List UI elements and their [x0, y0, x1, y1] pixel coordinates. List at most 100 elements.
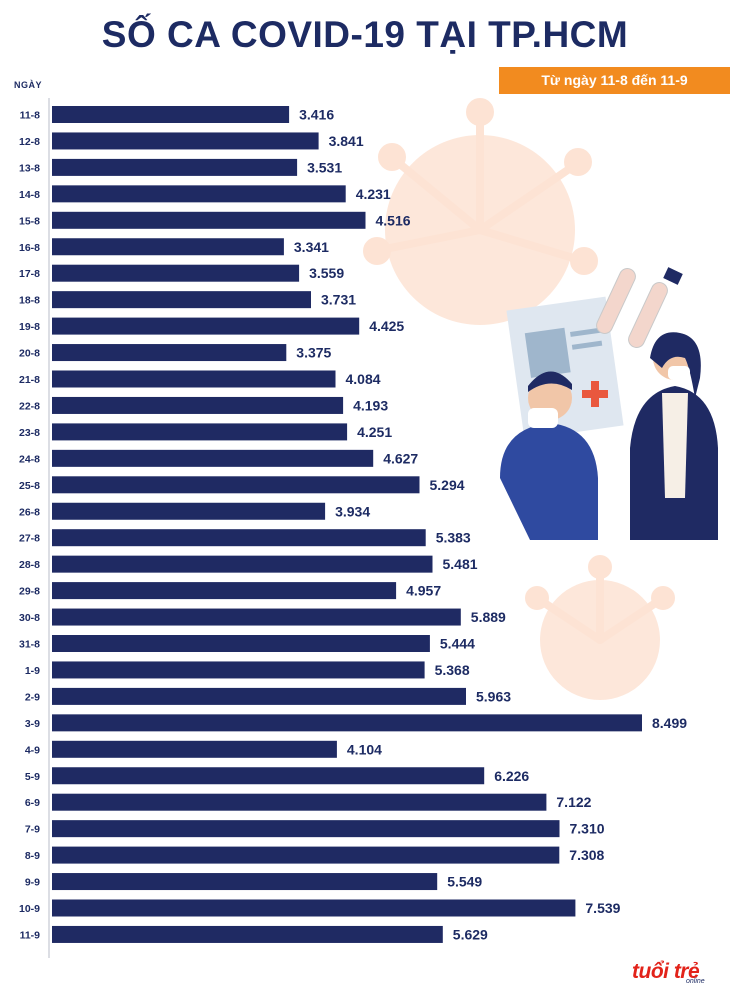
bar [52, 396, 344, 414]
value-label: 3.531 [307, 159, 342, 175]
tuoi-tre-logo: tuổi trẻ [632, 960, 700, 983]
category-label: 10-9 [19, 903, 40, 915]
category-label: 30-8 [19, 612, 40, 624]
tuoi-tre-logo-sub: online [686, 978, 705, 985]
bar [52, 264, 300, 282]
bar [52, 158, 298, 176]
value-label: 4.251 [357, 424, 392, 440]
value-label: 5.481 [443, 556, 478, 572]
value-label: 5.444 [440, 636, 475, 652]
value-label: 7.308 [569, 847, 604, 863]
bar [52, 820, 560, 838]
category-label: 9-9 [25, 877, 40, 889]
bar [52, 370, 336, 388]
value-label: 4.627 [383, 450, 418, 466]
value-label: 7.122 [556, 794, 591, 810]
category-label: 28-8 [19, 559, 40, 571]
category-label: 1-9 [25, 665, 40, 677]
bar [52, 185, 346, 203]
category-label: 19-8 [19, 321, 40, 333]
category-label: 16-8 [19, 242, 40, 254]
page-title: SỐ CA COVID-19 TẠI TP.HCM [101, 14, 629, 55]
category-label: 2-9 [25, 691, 40, 703]
bar [52, 767, 485, 785]
value-label: 3.934 [335, 503, 370, 519]
category-label: 11-8 [20, 110, 41, 122]
category-label: 18-8 [19, 295, 40, 307]
category-label: 5-9 [25, 771, 40, 783]
bar [52, 529, 426, 547]
category-label: 23-8 [19, 427, 40, 439]
value-label: 6.226 [494, 768, 529, 784]
bar [52, 502, 326, 520]
bar [52, 635, 430, 652]
value-label: 3.416 [299, 107, 334, 123]
category-label: 27-8 [19, 533, 40, 545]
bar [52, 423, 348, 441]
category-label: 15-8 [19, 215, 40, 227]
bar [52, 555, 433, 573]
category-label: 21-8 [19, 374, 40, 386]
bar [52, 740, 337, 758]
value-label: 5.549 [447, 874, 482, 890]
value-label: 5.368 [435, 662, 470, 678]
value-label: 7.310 [570, 821, 605, 837]
category-label: 3-9 [25, 718, 40, 730]
value-label: 8.499 [652, 715, 687, 731]
bar [52, 449, 374, 467]
value-label: 5.629 [453, 926, 488, 942]
category-label: 7-9 [25, 824, 40, 836]
value-label: 5.294 [430, 477, 465, 493]
value-label: 5.383 [436, 530, 471, 546]
people-coughing-illustration [500, 267, 718, 540]
bar [52, 899, 576, 917]
category-label: 31-8 [19, 639, 40, 651]
bar [52, 687, 466, 705]
category-label: 24-8 [19, 453, 40, 465]
value-label: 4.957 [406, 583, 441, 599]
category-label: 13-8 [19, 162, 40, 174]
value-label: 3.375 [296, 345, 331, 361]
category-label: 14-8 [19, 189, 40, 201]
value-label: 7.539 [585, 900, 620, 916]
bar [52, 661, 425, 679]
value-label: 4.084 [346, 371, 381, 387]
bar [52, 211, 366, 229]
bar [52, 582, 397, 600]
bar [52, 476, 420, 494]
value-label: 3.731 [321, 292, 356, 308]
category-label: 8-9 [25, 850, 40, 862]
y-axis-label: NGÀY [14, 80, 43, 90]
category-label: 4-9 [25, 744, 40, 756]
value-label: 4.104 [347, 741, 382, 757]
value-label: 3.341 [294, 239, 329, 255]
value-label: 4.231 [356, 186, 391, 202]
value-label: 3.559 [309, 265, 344, 281]
bar [52, 291, 311, 309]
bar [52, 714, 642, 732]
date-range-badge: Từ ngày 11-8 đến 11-9 [499, 67, 730, 94]
category-label: 22-8 [19, 400, 40, 412]
value-label: 4.193 [353, 397, 388, 413]
category-label: 29-8 [19, 586, 40, 598]
bar [52, 317, 360, 335]
bar [52, 106, 290, 123]
value-label: 5.963 [476, 688, 511, 704]
category-label: 25-8 [19, 480, 40, 492]
category-label: 12-8 [19, 136, 40, 148]
category-label: 26-8 [19, 506, 40, 518]
category-label: 6-9 [25, 797, 40, 809]
category-label: 17-8 [19, 268, 40, 280]
category-label: 11-9 [20, 929, 41, 941]
value-label: 4.425 [369, 318, 404, 334]
value-label: 4.516 [376, 212, 411, 228]
bar [52, 344, 287, 362]
bar [52, 793, 547, 811]
value-label: 3.841 [329, 133, 364, 149]
value-label: 5.889 [471, 609, 506, 625]
bar [52, 925, 443, 943]
bar [52, 132, 319, 150]
bar [52, 846, 560, 864]
